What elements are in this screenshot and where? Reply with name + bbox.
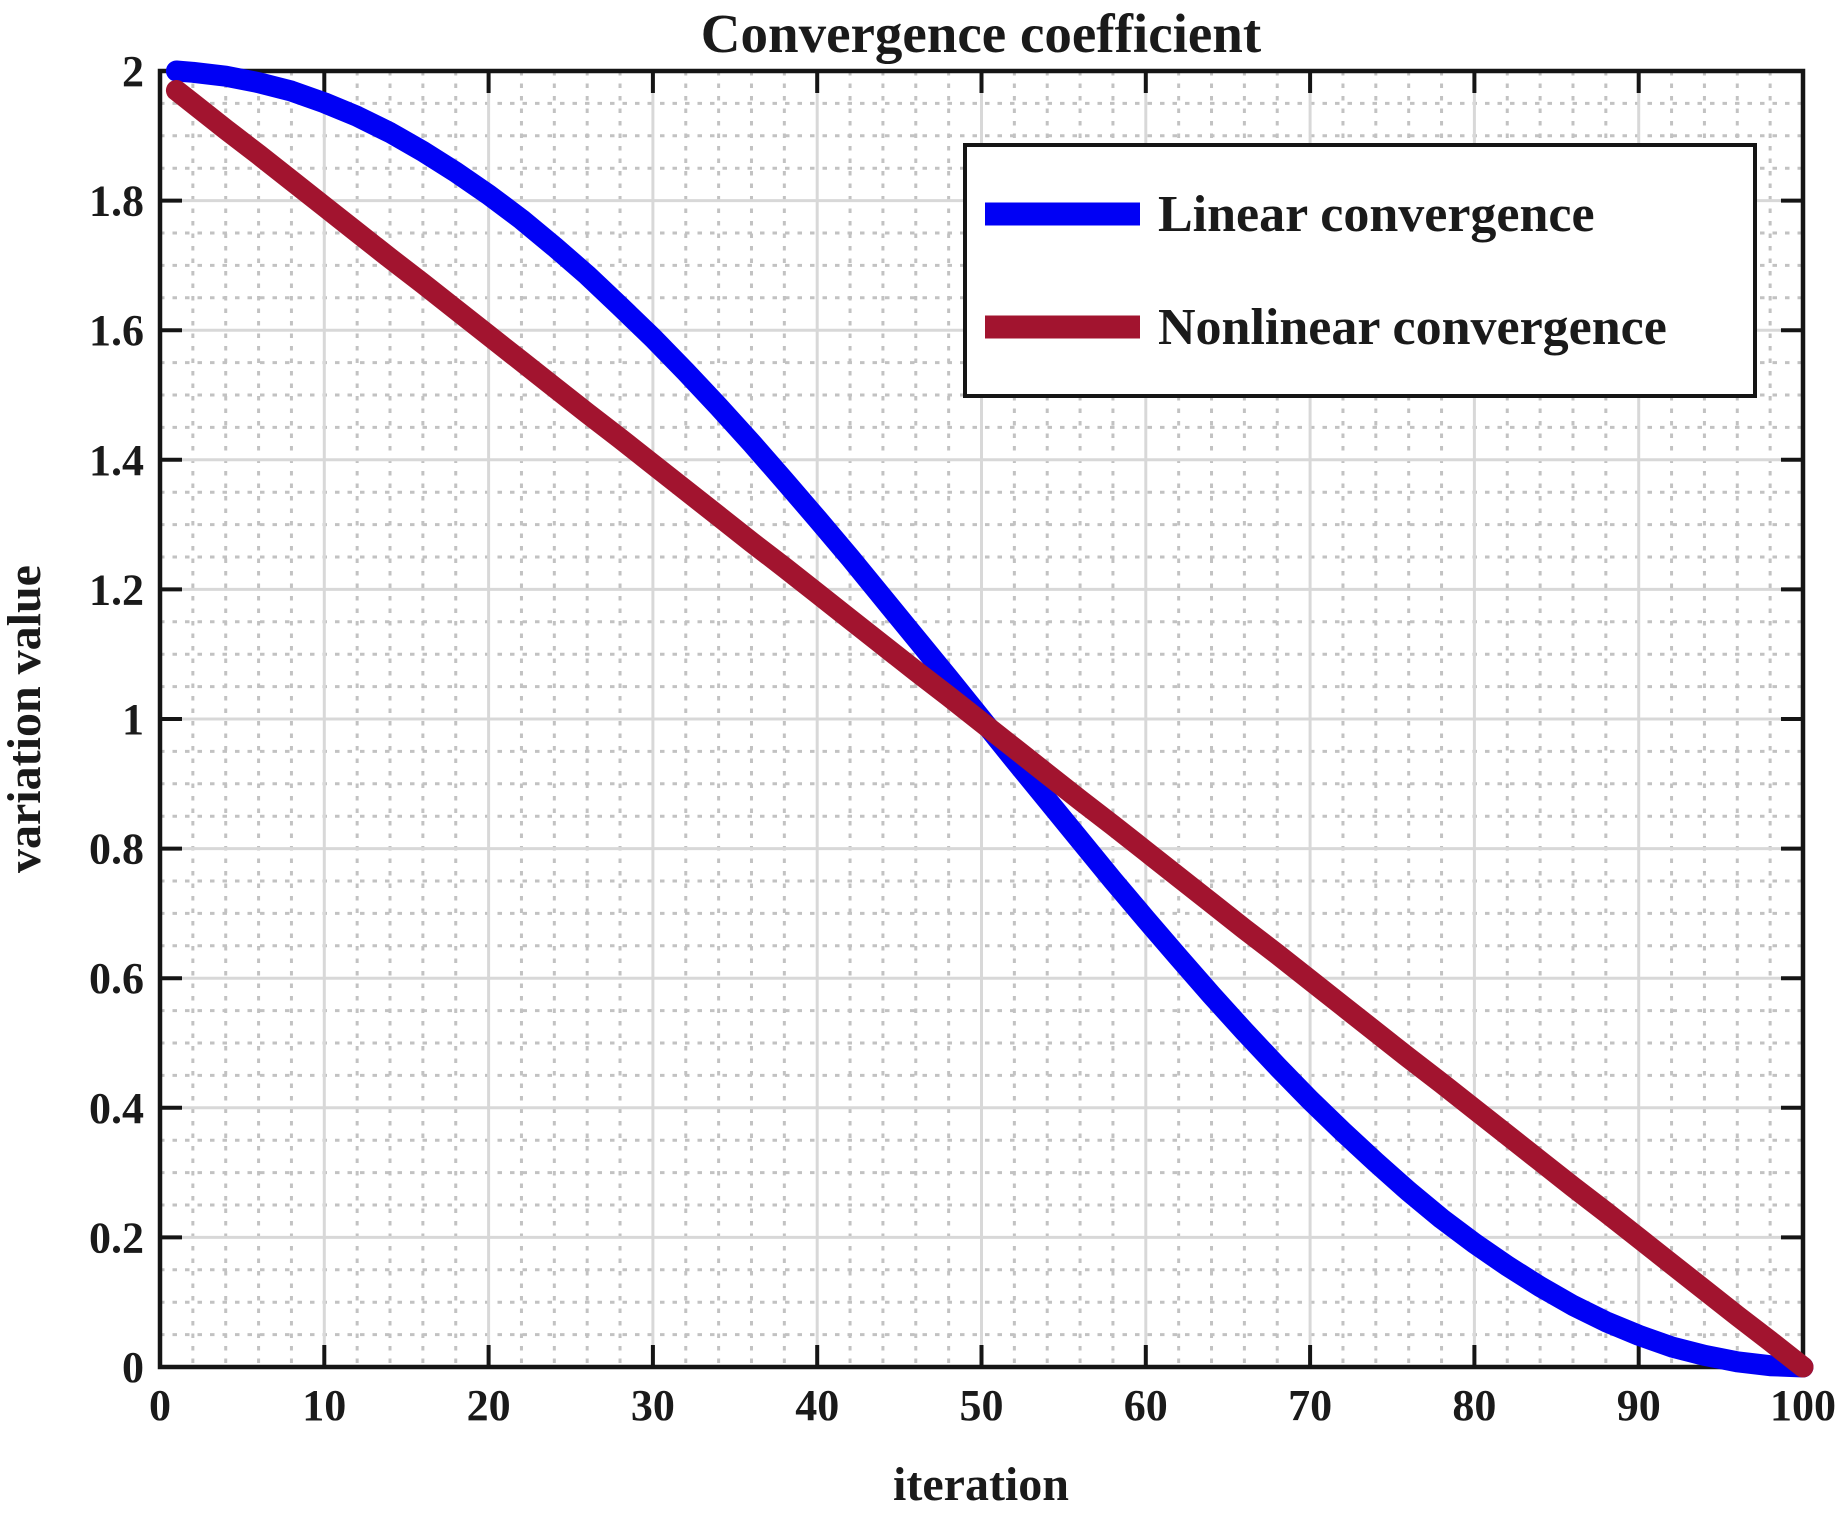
x-tick-label: 20 (467, 1381, 511, 1430)
x-tick-label: 50 (960, 1381, 1004, 1430)
y-tick-label: 1.4 (89, 436, 144, 485)
y-tick-label: 1.6 (89, 306, 144, 355)
x-tick-label: 30 (631, 1381, 675, 1430)
y-tick-label: 0.6 (89, 954, 144, 1003)
x-tick-label: 100 (1770, 1381, 1836, 1430)
chart-title: Convergence coefficient (701, 3, 1262, 64)
y-tick-label: 1 (122, 695, 144, 744)
series-nonlinear-convergence (165, 79, 1814, 1378)
legend-label-linear: Linear convergence (1158, 186, 1595, 243)
y-tick-label: 2 (122, 47, 144, 96)
legend: Linear convergence Nonlinear convergence (963, 143, 1757, 398)
y-tick-label: 0 (122, 1343, 144, 1392)
x-tick-label: 70 (1288, 1381, 1332, 1430)
x-tick-label: 10 (302, 1381, 346, 1430)
x-tick-label: 0 (149, 1381, 171, 1430)
y-tick-label: 0.8 (89, 825, 144, 874)
x-tick-label: 80 (1452, 1381, 1496, 1430)
tick-labels: 0 10 20 30 40 50 60 70 80 90 100 0 0.2 0.4 0.6 0.8 1 1.2 1… (89, 47, 1836, 1430)
x-axis-label: iteration (893, 1458, 1069, 1511)
y-axis-label: variation value (0, 565, 51, 873)
y-tick-label: 1.2 (89, 565, 144, 614)
x-tick-label: 90 (1617, 1381, 1661, 1430)
x-tick-label: 60 (1124, 1381, 1168, 1430)
y-tick-label: 0.2 (89, 1213, 144, 1262)
y-tick-label: 0.4 (89, 1084, 144, 1133)
legend-box (963, 143, 1757, 398)
y-tick-label: 1.8 (89, 177, 144, 226)
x-tick-label: 40 (795, 1381, 839, 1430)
data-series (165, 60, 1814, 1378)
legend-label-nonlinear: Nonlinear convergence (1158, 299, 1667, 356)
